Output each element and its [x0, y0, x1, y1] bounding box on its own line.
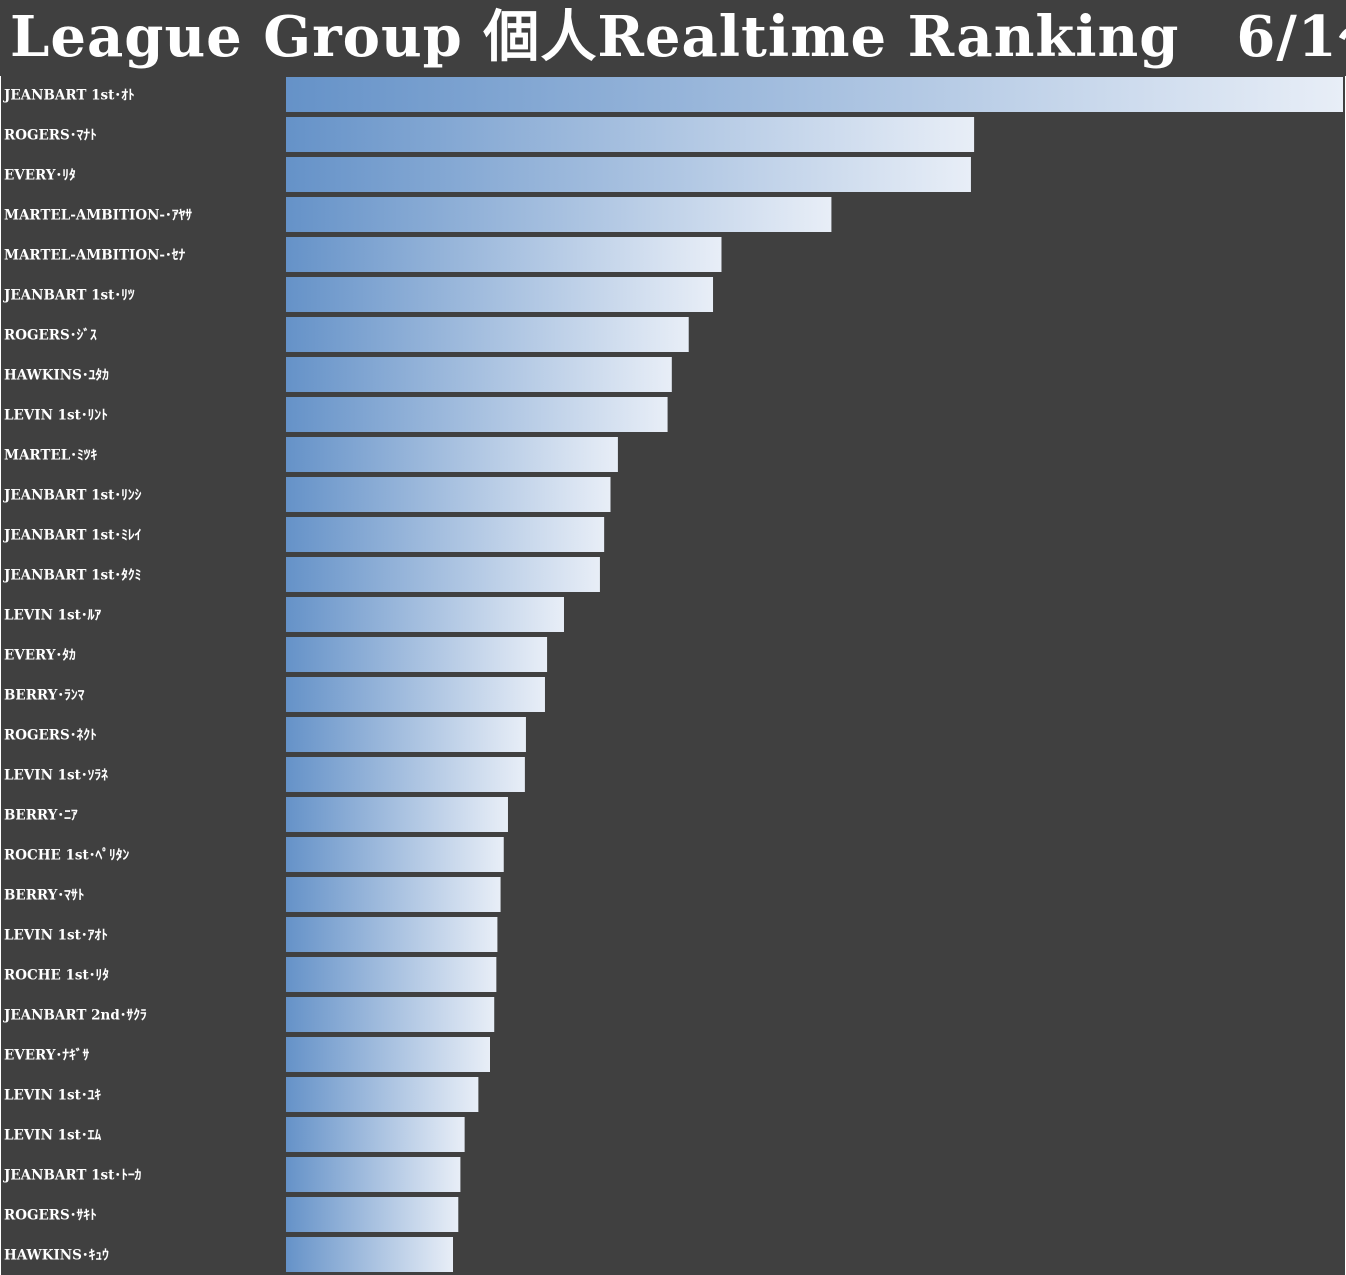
- category-label: LEVIN 1st･ｱｵﾄ: [4, 928, 108, 944]
- category-label: MARTEL･ﾐﾂｷ: [4, 448, 97, 464]
- category-label: EVERY･ﾘﾀ: [4, 168, 76, 184]
- bar: [286, 357, 672, 392]
- category-label: JEANBART 1st･ﾘﾂ: [3, 288, 135, 304]
- category-label: EVERY･ﾀｶ: [4, 648, 76, 664]
- category-label: LEVIN 1st･ﾙｱ: [4, 608, 101, 624]
- bar: [286, 1197, 459, 1232]
- bar: [286, 157, 971, 192]
- bar: [286, 1237, 454, 1272]
- category-label: BERRY･ﾗﾝﾏ: [4, 688, 85, 704]
- category-label: MARTEL-AMBITION-･ｾﾅ: [4, 248, 186, 264]
- category-label: ROCHE 1st･ﾍﾟﾘﾀﾝ: [4, 847, 129, 864]
- bar: [286, 717, 526, 752]
- bars-group: [286, 77, 1343, 1272]
- bar: [286, 317, 689, 352]
- category-label: ROGERS･ﾏﾅﾄ: [4, 128, 97, 144]
- bar: [286, 557, 600, 592]
- bar: [286, 437, 618, 472]
- bar: [286, 957, 497, 992]
- bar: [286, 77, 1343, 112]
- category-label: BERRY･ﾆｱ: [4, 808, 78, 824]
- category-label: LEVIN 1st･ｴﾑ: [4, 1128, 101, 1144]
- category-label: LEVIN 1st･ﾕｷ: [4, 1088, 101, 1104]
- bar: [286, 1117, 465, 1152]
- bar: [286, 1037, 491, 1072]
- bar: [286, 517, 605, 552]
- category-label: JEANBART 1st･ﾄｰｶ: [3, 1168, 142, 1184]
- bar: [286, 877, 501, 912]
- bar: [286, 277, 714, 312]
- category-label: EVERY･ﾅｷﾞｻ: [4, 1047, 89, 1064]
- category-label: JEANBART 1st･ｵﾄ: [3, 88, 135, 104]
- category-label: JEANBART 1st･ﾐﾚｲ: [3, 528, 142, 544]
- bar: [286, 637, 548, 672]
- bar: [286, 197, 832, 232]
- bar: [286, 997, 495, 1032]
- bar: [286, 757, 525, 792]
- category-labels: JEANBART 1st･ｵﾄ ROGERS･ﾏﾅﾄ EVERY･ﾘﾀ MARTEL-…: [3, 88, 192, 1264]
- category-label: ROGERS･ﾈｸﾄ: [4, 728, 97, 744]
- bar: [286, 797, 508, 832]
- category-label: JEANBART 1st･ﾘﾝｼ: [3, 488, 142, 504]
- bar: [286, 477, 611, 512]
- bar: [286, 397, 668, 432]
- bar: [286, 1157, 461, 1192]
- bar: [286, 117, 975, 152]
- category-label: ROGERS･ｼﾞｽ: [4, 327, 97, 344]
- category-label: ROGERS･ｻｷﾄ: [4, 1208, 97, 1224]
- category-label: MARTEL-AMBITION-･ｱﾔｻ: [4, 208, 192, 224]
- category-label: JEANBART 1st･ﾀｸﾐ: [3, 568, 141, 584]
- bar: [286, 837, 504, 872]
- category-label: LEVIN 1st･ｿﾗﾈ: [4, 768, 108, 784]
- category-label: HAWKINS･ｷｭｳ: [4, 1248, 109, 1264]
- category-label: ROCHE 1st･ﾘﾀ: [4, 968, 109, 984]
- plot-background: [1, 76, 1345, 1275]
- bar: [286, 917, 498, 952]
- bar: [286, 1077, 479, 1112]
- bar: [286, 677, 545, 712]
- category-label: BERRY･ﾏｻﾄ: [4, 888, 85, 904]
- category-label: JEANBART 2nd･ｻｸﾗ: [3, 1008, 147, 1024]
- chart-title: League Group 個人Realtime Ranking 6/1～25: [0, 0, 1346, 76]
- category-label: LEVIN 1st･ﾘﾝﾄ: [4, 408, 108, 424]
- bar: [286, 597, 564, 632]
- category-label: HAWKINS･ﾕﾀｶ: [4, 368, 109, 384]
- bar: [286, 237, 722, 272]
